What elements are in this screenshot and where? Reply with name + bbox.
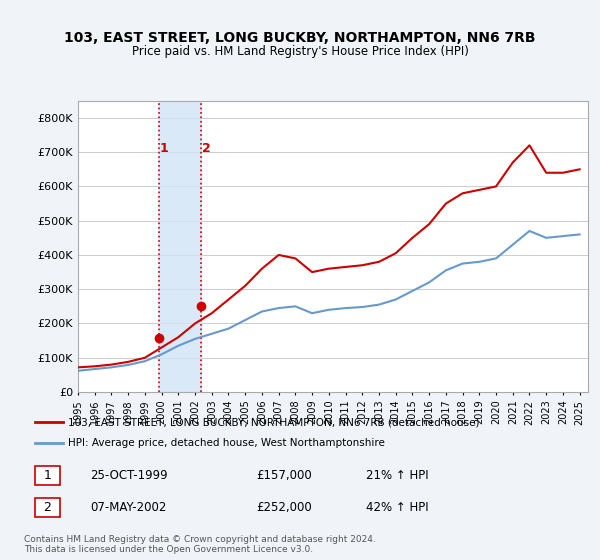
FancyBboxPatch shape [35,498,60,517]
Text: 103, EAST STREET, LONG BUCKBY, NORTHAMPTON, NN6 7RB (detached house): 103, EAST STREET, LONG BUCKBY, NORTHAMPT… [68,417,479,427]
Text: £252,000: £252,000 [256,501,311,514]
Text: 42% ↑ HPI: 42% ↑ HPI [366,501,429,514]
Text: 103, EAST STREET, LONG BUCKBY, NORTHAMPTON, NN6 7RB: 103, EAST STREET, LONG BUCKBY, NORTHAMPT… [64,31,536,45]
Text: Price paid vs. HM Land Registry's House Price Index (HPI): Price paid vs. HM Land Registry's House … [131,45,469,58]
FancyBboxPatch shape [35,466,60,485]
Text: 1: 1 [160,142,168,155]
Bar [158,101,201,392]
Text: Contains HM Land Registry data © Crown copyright and database right 2024.
This d: Contains HM Land Registry data © Crown c… [24,535,376,554]
Text: 2: 2 [202,142,211,155]
Text: 2: 2 [44,501,52,514]
Text: 25-OCT-1999: 25-OCT-1999 [90,469,168,482]
Text: 1: 1 [44,469,52,482]
Text: HPI: Average price, detached house, West Northamptonshire: HPI: Average price, detached house, West… [68,438,385,448]
Text: 07-MAY-2002: 07-MAY-2002 [90,501,167,514]
Text: 21% ↑ HPI: 21% ↑ HPI [366,469,429,482]
Text: £157,000: £157,000 [256,469,311,482]
